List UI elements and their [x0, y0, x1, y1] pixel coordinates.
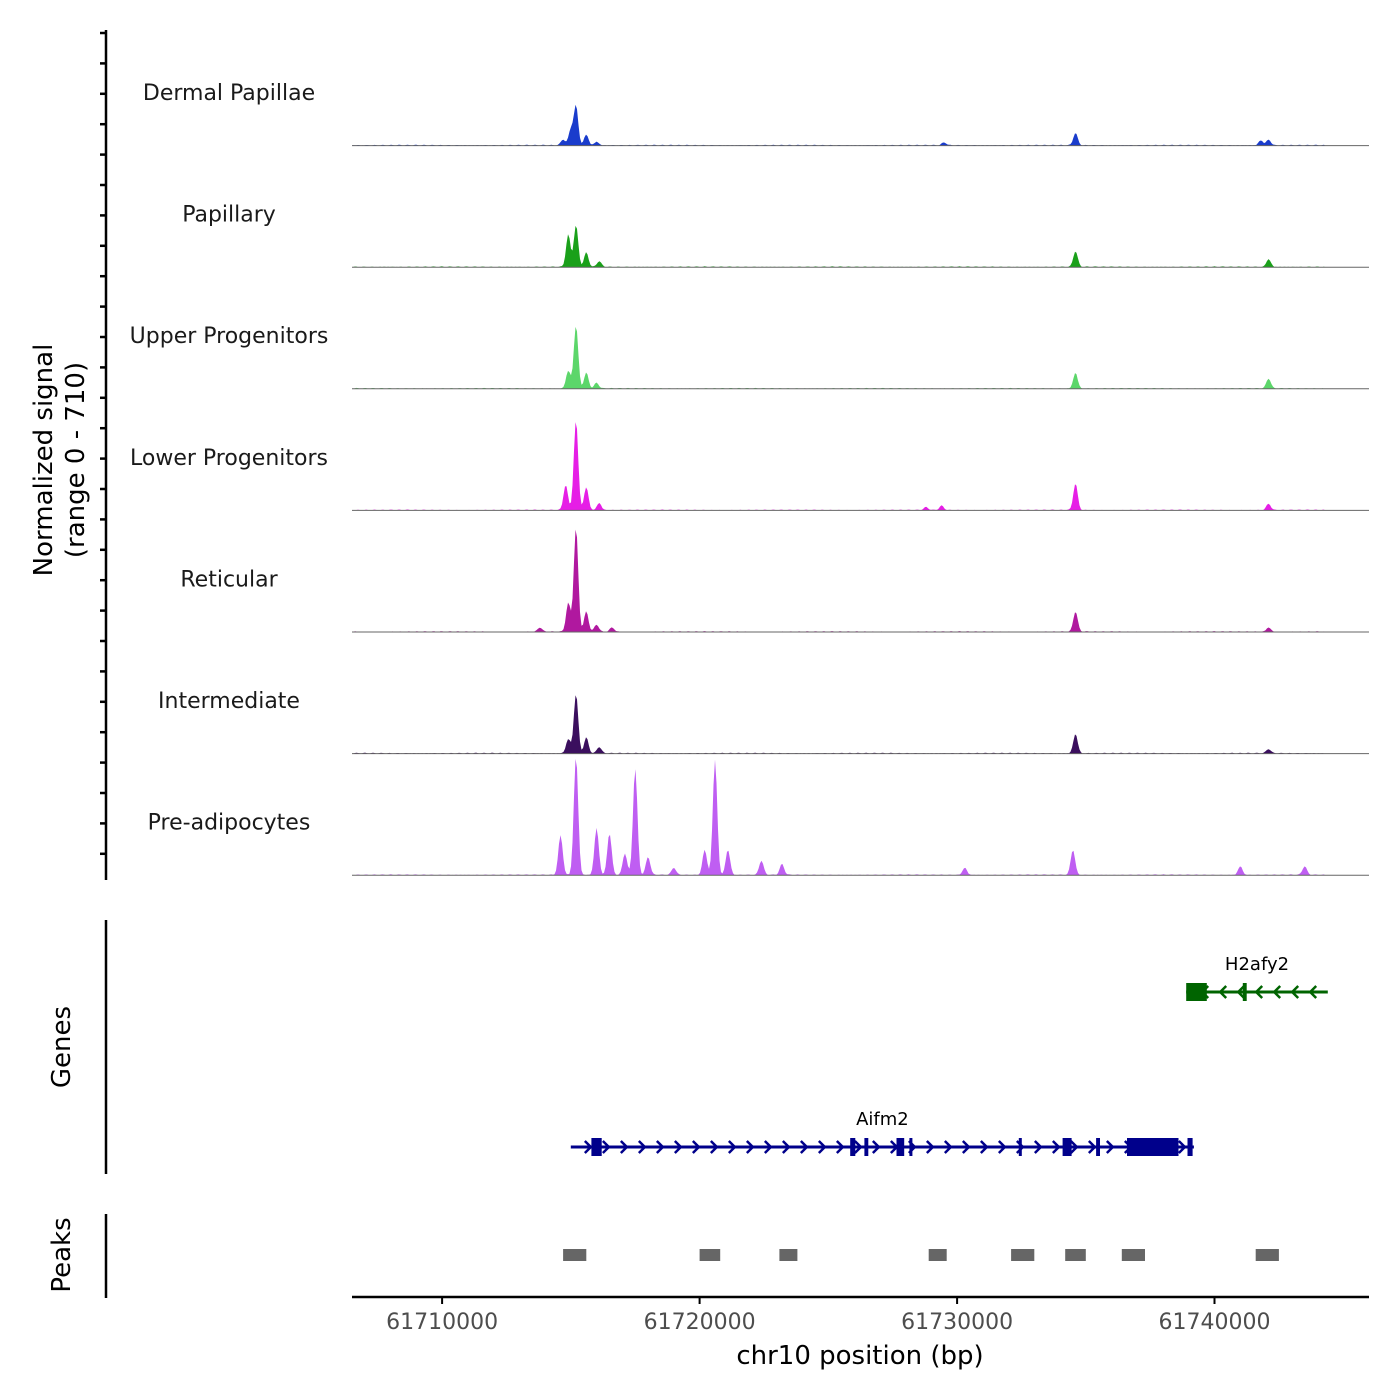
peak-region — [779, 1249, 798, 1261]
peak-region — [1065, 1249, 1086, 1261]
peaks-panel: Peaks — [47, 1214, 1279, 1298]
strand-arrow — [817, 1140, 827, 1154]
track-label: Upper Progenitors — [130, 324, 329, 349]
gene-exon — [1186, 983, 1207, 1001]
signal-tracks-panel: Dermal Papillae Papillary Upper Progenitor… — [29, 30, 1369, 880]
signal-area — [352, 326, 1325, 389]
gene-h2afy2: H2afy2 — [1186, 954, 1328, 1001]
gene-list: H2afy2 Aifm2 — [570, 954, 1328, 1156]
y-axis-ticks — [100, 31, 106, 856]
signal-area — [352, 225, 1325, 268]
strand-arrow — [781, 1140, 791, 1154]
peaks-panel-label: Peaks — [47, 1217, 77, 1292]
strand-arrow — [979, 1140, 989, 1154]
track-label: Dermal Papillae — [143, 81, 315, 106]
strand-arrow — [691, 1140, 701, 1154]
strand-arrow — [1272, 985, 1282, 999]
peak-region — [1011, 1249, 1035, 1261]
strand-arrow — [1177, 1140, 1187, 1154]
strand-arrow — [1308, 985, 1318, 999]
signal-area — [352, 695, 1325, 754]
strand-arrow — [619, 1140, 629, 1154]
peak-region — [1255, 1249, 1279, 1261]
gene-exon — [896, 1138, 905, 1156]
y-axis-label: Normalized signal — [29, 344, 59, 577]
track-reticular: Reticular — [180, 529, 1369, 633]
signal-area — [352, 104, 1325, 146]
strand-arrow — [1218, 985, 1228, 999]
x-axis: 61710000 61720000 61730000 61740000 chr10 p… — [352, 1295, 1369, 1371]
gene-label: H2afy2 — [1225, 954, 1289, 975]
strand-arrow — [655, 1140, 665, 1154]
y-axis-range-label: (range 0 - 710) — [61, 362, 91, 558]
strand-arrow — [637, 1140, 647, 1154]
strand-arrow — [943, 1140, 953, 1154]
peak-region — [563, 1249, 587, 1261]
strand-arrow — [601, 1140, 611, 1154]
genes-panel: Genes H2afy2 Aifm2 — [47, 920, 1328, 1174]
peak-region — [699, 1249, 721, 1261]
signal-area — [352, 529, 1325, 632]
track-upper-progenitors: Upper Progenitors — [130, 324, 1369, 390]
gene-exon — [1242, 983, 1247, 1001]
strand-arrow — [763, 1140, 773, 1154]
track-label: Intermediate — [158, 689, 300, 714]
gene-exon — [1018, 1138, 1022, 1156]
peak-region — [928, 1249, 947, 1261]
strand-arrow — [727, 1140, 737, 1154]
strand-arrow — [1290, 985, 1300, 999]
x-tick-label: 61740000 — [1159, 1310, 1271, 1335]
strand-arrow — [1236, 985, 1246, 999]
gene-exon — [1062, 1138, 1072, 1156]
gene-exon — [1096, 1138, 1100, 1156]
strand-arrow — [961, 1140, 971, 1154]
signal-area — [352, 758, 1325, 876]
strand-arrow — [709, 1140, 719, 1154]
track-label: Papillary — [182, 203, 276, 228]
x-tick-label: 61720000 — [644, 1310, 756, 1335]
gene-exon — [864, 1138, 869, 1156]
strand-arrow — [1087, 1140, 1097, 1154]
track-list: Dermal Papillae Papillary Upper Progenitor… — [130, 81, 1369, 876]
genes-panel-label: Genes — [47, 1006, 77, 1088]
track-label: Pre-adipocytes — [148, 811, 311, 836]
gene-exon — [1127, 1138, 1179, 1156]
peak-region-list — [563, 1249, 1279, 1261]
strand-arrow — [1069, 1140, 1079, 1154]
strand-arrow — [853, 1140, 863, 1154]
x-tick-label: 61710000 — [386, 1310, 498, 1335]
strand-arrow — [799, 1140, 809, 1154]
strand-arrow — [673, 1140, 683, 1154]
track-dermal-papillae: Dermal Papillae — [143, 81, 1369, 147]
x-tick-label: 61730000 — [901, 1310, 1013, 1335]
track-intermediate: Intermediate — [158, 689, 1369, 755]
gene-exon — [850, 1138, 856, 1156]
strand-arrow — [1051, 1140, 1061, 1154]
track-lower-progenitors: Lower Progenitors — [130, 422, 1369, 511]
track-papillary: Papillary — [182, 203, 1369, 268]
gene-label: Aifm2 — [856, 1109, 909, 1130]
track-label: Reticular — [180, 567, 278, 592]
gene-aifm2: Aifm2 — [570, 1109, 1194, 1156]
strand-arrow — [871, 1140, 881, 1154]
gene-exon — [1187, 1138, 1193, 1156]
strand-arrow — [997, 1140, 1007, 1154]
strand-arrow — [1105, 1140, 1115, 1154]
strand-arrow — [1254, 985, 1264, 999]
x-axis-ticks: 61710000 61720000 61730000 61740000 — [386, 1297, 1270, 1335]
signal-area — [352, 422, 1325, 511]
track-pre-adipocytes: Pre-adipocytes — [148, 758, 1369, 876]
strand-arrow — [745, 1140, 755, 1154]
gene-exon — [591, 1138, 602, 1156]
strand-arrow — [925, 1140, 935, 1154]
strand-arrow — [1033, 1140, 1043, 1154]
gene-exon — [909, 1138, 913, 1156]
peak-region — [1121, 1249, 1145, 1261]
x-axis-label: chr10 position (bp) — [736, 1341, 983, 1371]
strand-arrow — [835, 1140, 845, 1154]
strand-arrow — [583, 1140, 593, 1154]
track-label: Lower Progenitors — [130, 446, 328, 471]
